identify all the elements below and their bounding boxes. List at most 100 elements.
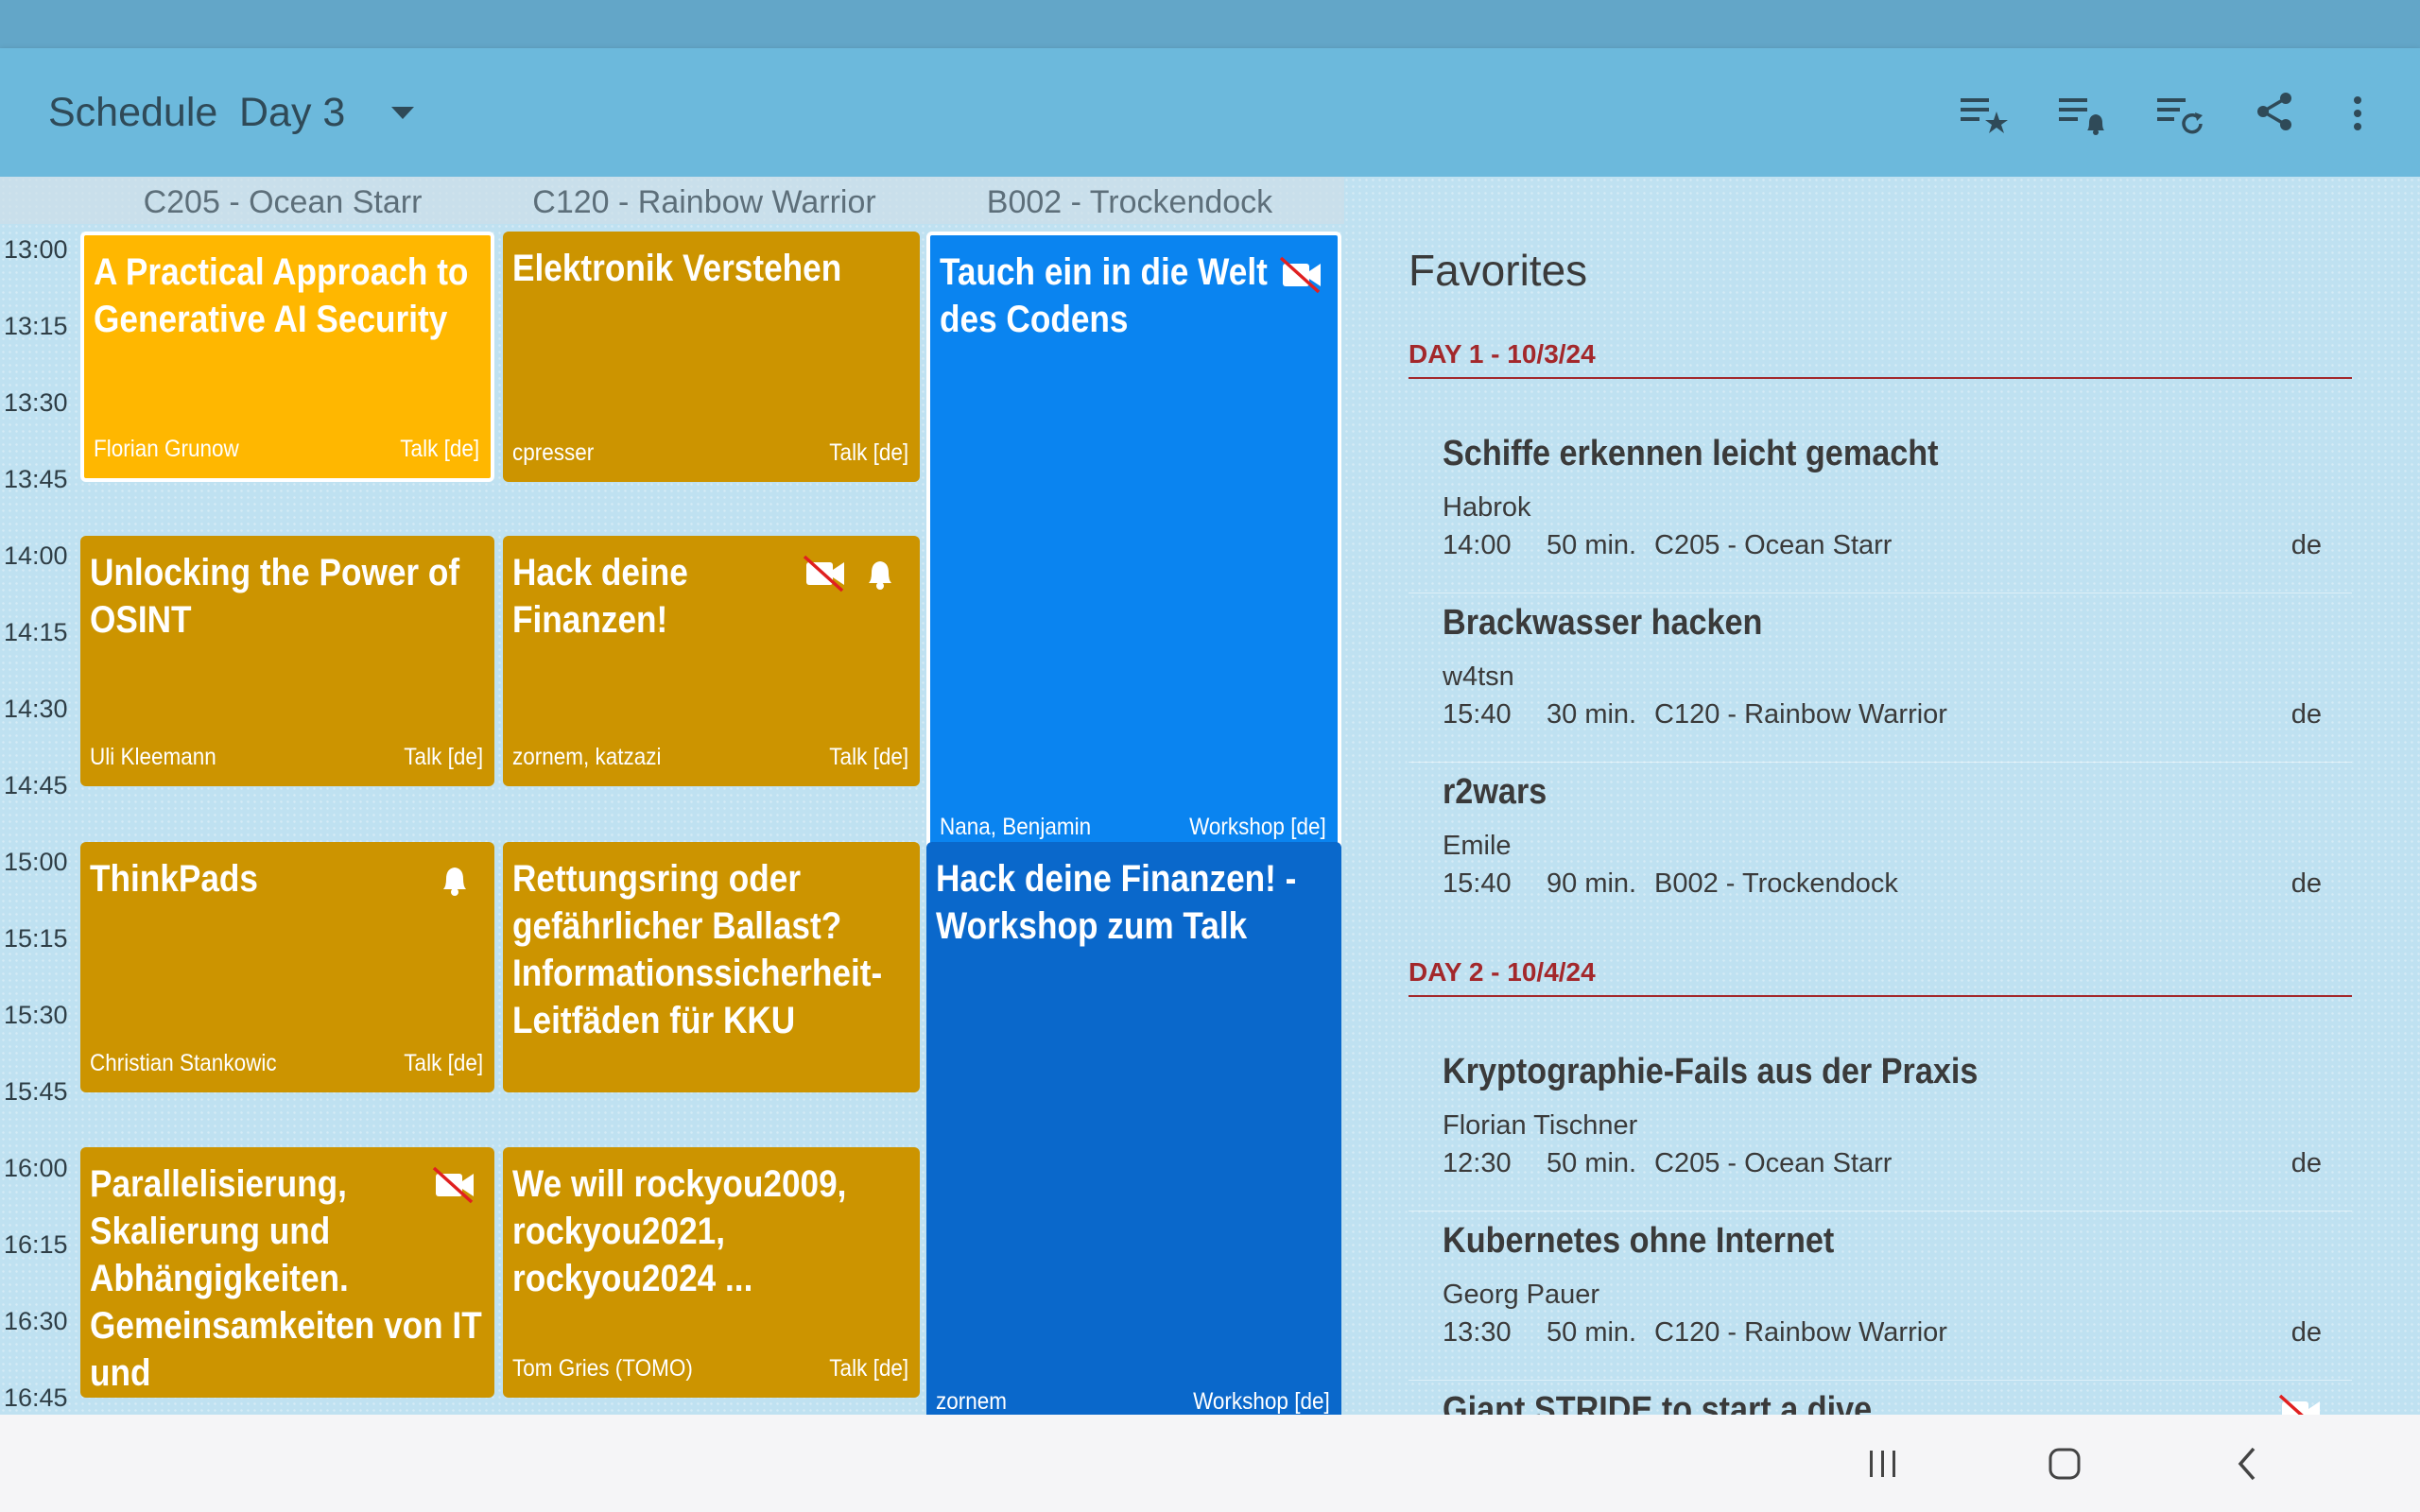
favorite-title: Giant STRIDE to start a dive	[1443, 1390, 1873, 1415]
event-speakers: zornem	[936, 1388, 1008, 1415]
event-type: Talk [de]	[404, 744, 483, 770]
favorite-room: B002 - Trockendock	[1654, 868, 1898, 899]
time-label: 16:45	[4, 1383, 68, 1412]
event-title: ThinkPads	[90, 858, 258, 900]
time-label: 16:00	[4, 1154, 68, 1182]
refresh-list-icon[interactable]	[2155, 94, 2206, 136]
favorite-title: Kubernetes ohne Internet	[1443, 1221, 1835, 1261]
no-video-icon	[803, 555, 844, 593]
time-label: 15:00	[4, 848, 68, 876]
home-icon[interactable]	[2046, 1445, 2083, 1483]
event-card[interactable]: A Practical Approach to Generative AI Se…	[80, 232, 494, 482]
event-type: Talk [de]	[400, 436, 479, 462]
favorite-title: Kryptographie-Fails aus der Praxis	[1443, 1052, 1979, 1091]
favorite-duration: 30 min.	[1547, 699, 1637, 730]
alarm-list-icon[interactable]	[2057, 94, 2108, 136]
time-label: 15:15	[4, 924, 68, 953]
favorite-room: C120 - Rainbow Warrior	[1654, 1317, 1947, 1348]
event-title: Elektronik Verstehen	[512, 248, 842, 289]
favorite-time: 13:30	[1443, 1317, 1512, 1348]
no-video-icon	[432, 1166, 474, 1204]
schedule-main: C205 - Ocean Starr C120 - Rainbow Warrio…	[0, 177, 2420, 1475]
room-header-b002: B002 - Trockendock	[986, 184, 1273, 220]
favorite-item[interactable]: Giant STRIDE to start a dive	[1409, 1381, 2352, 1415]
favorite-speaker: Habrok	[1443, 492, 1531, 523]
event-card[interactable]: Tauch ein in die Welt des Codens Nana, B…	[926, 232, 1341, 860]
time-label: 13:30	[4, 388, 68, 417]
back-icon[interactable]	[2229, 1445, 2267, 1483]
favorite-speaker: Georg Pauer	[1443, 1280, 1600, 1310]
event-type: Workshop [de]	[1189, 814, 1326, 840]
time-label: 13:00	[4, 235, 68, 264]
room-header-c120: C120 - Rainbow Warrior	[532, 184, 876, 220]
system-nav-bar	[0, 1415, 2420, 1512]
favorite-item[interactable]: Brackwasser hacken w4tsn 15:40 30 min. C…	[1409, 593, 2352, 763]
event-title: Parallelisierung, Skalierung und Abhängi…	[90, 1163, 482, 1394]
bell-icon	[869, 561, 891, 590]
favorite-speaker: Florian Tischner	[1443, 1110, 1638, 1141]
starred-list-icon[interactable]	[1959, 94, 2010, 136]
event-speakers: Christian Stankowic	[90, 1050, 277, 1076]
favorite-language: de	[2290, 530, 2322, 560]
event-title: A Practical Approach to Generative AI Se…	[94, 251, 469, 340]
time-label: 16:15	[4, 1230, 68, 1259]
favorite-room: C205 - Ocean Starr	[1654, 1148, 1893, 1178]
time-label: 15:30	[4, 1001, 68, 1029]
favorite-duration: 90 min.	[1547, 868, 1637, 899]
more-vert-icon[interactable]	[2346, 94, 2369, 132]
favorite-language: de	[2290, 1317, 2322, 1348]
time-label: 13:15	[4, 312, 68, 340]
event-type: Talk [de]	[404, 1050, 483, 1076]
favorite-duration: 50 min.	[1547, 530, 1637, 560]
day-header: DAY 2 - 10/4/24	[1409, 957, 2352, 997]
time-label: 14:00	[4, 541, 68, 570]
event-card[interactable]: We will rockyou2009, rockyou2021, rockyo…	[503, 1147, 920, 1398]
no-video-icon	[1279, 256, 1321, 294]
favorite-duration: 50 min.	[1547, 1317, 1637, 1348]
chevron-down-icon[interactable]	[391, 107, 414, 119]
time-label: 14:15	[4, 618, 68, 646]
favorite-item[interactable]: Kubernetes ohne Internet Georg Pauer 13:…	[1409, 1211, 2352, 1381]
favorite-title: r2wars	[1443, 772, 1547, 812]
favorite-duration: 50 min.	[1547, 1148, 1637, 1178]
app-bar: Schedule Day 3	[0, 48, 2420, 177]
event-card[interactable]: Unlocking the Power of OSINT Uli Kleeman…	[80, 536, 494, 786]
time-label: 13:45	[4, 465, 68, 493]
event-type: Workshop [de]	[1193, 1388, 1330, 1415]
event-speakers: Florian Grunow	[94, 436, 239, 462]
day-header: DAY 1 - 10/3/24	[1409, 339, 2352, 379]
event-card[interactable]: Hack deine Finanzen! zornem, katzazi Tal…	[503, 536, 920, 786]
status-bar	[0, 0, 2420, 48]
event-card[interactable]: Hack deine Finanzen! - Workshop zum Talk…	[926, 842, 1341, 1475]
favorite-language: de	[2290, 868, 2322, 899]
share-icon[interactable]	[2254, 91, 2295, 132]
event-title: We will rockyou2009, rockyou2021, rockyo…	[512, 1163, 847, 1299]
event-title: Tauch ein in die Welt des Codens	[940, 251, 1268, 340]
event-speakers: cpresser	[512, 439, 595, 466]
event-card[interactable]: Rettungsring oder gefährlicher Ballast? …	[503, 842, 920, 1092]
favorites-panel: Favorites DAY 1 - 10/3/24 Schiffe erkenn…	[1409, 177, 2392, 1415]
time-label: 16:30	[4, 1307, 68, 1335]
favorite-speaker: w4tsn	[1443, 662, 1514, 692]
event-title: Unlocking the Power of OSINT	[90, 552, 460, 641]
no-video-icon	[2278, 1394, 2320, 1415]
event-title: Hack deine Finanzen!	[512, 552, 688, 641]
event-card[interactable]: Elektronik Verstehen cpresser Talk [de]	[503, 232, 920, 482]
event-card[interactable]: Parallelisierung, Skalierung und Abhängi…	[80, 1147, 494, 1398]
event-type: Talk [de]	[829, 744, 908, 770]
time-label: 15:45	[4, 1077, 68, 1106]
favorite-item[interactable]: Kryptographie-Fails aus der Praxis Flori…	[1409, 1042, 2352, 1211]
favorite-item[interactable]: Schiffe erkennen leicht gemacht Habrok 1…	[1409, 424, 2352, 593]
event-speakers: Tom Gries (TOMO)	[512, 1355, 693, 1382]
day-selector-label[interactable]: Day 3	[239, 90, 346, 135]
favorite-item[interactable]: r2wars Emile 15:40 90 min. B002 - Trocke…	[1409, 763, 2352, 931]
event-speakers: Nana, Benjamin	[940, 814, 1092, 840]
favorite-room: C205 - Ocean Starr	[1654, 530, 1893, 560]
favorite-language: de	[2290, 1148, 2322, 1178]
time-label: 14:45	[4, 771, 68, 799]
recent-apps-icon[interactable]	[1864, 1445, 1902, 1483]
room-header: C205 - Ocean Starr C120 - Rainbow Warrio…	[0, 177, 1344, 224]
screen-title: Schedule	[48, 90, 218, 135]
event-card[interactable]: ThinkPads Christian Stankowic Talk [de]	[80, 842, 494, 1092]
event-speakers: Uli Kleemann	[90, 744, 216, 770]
